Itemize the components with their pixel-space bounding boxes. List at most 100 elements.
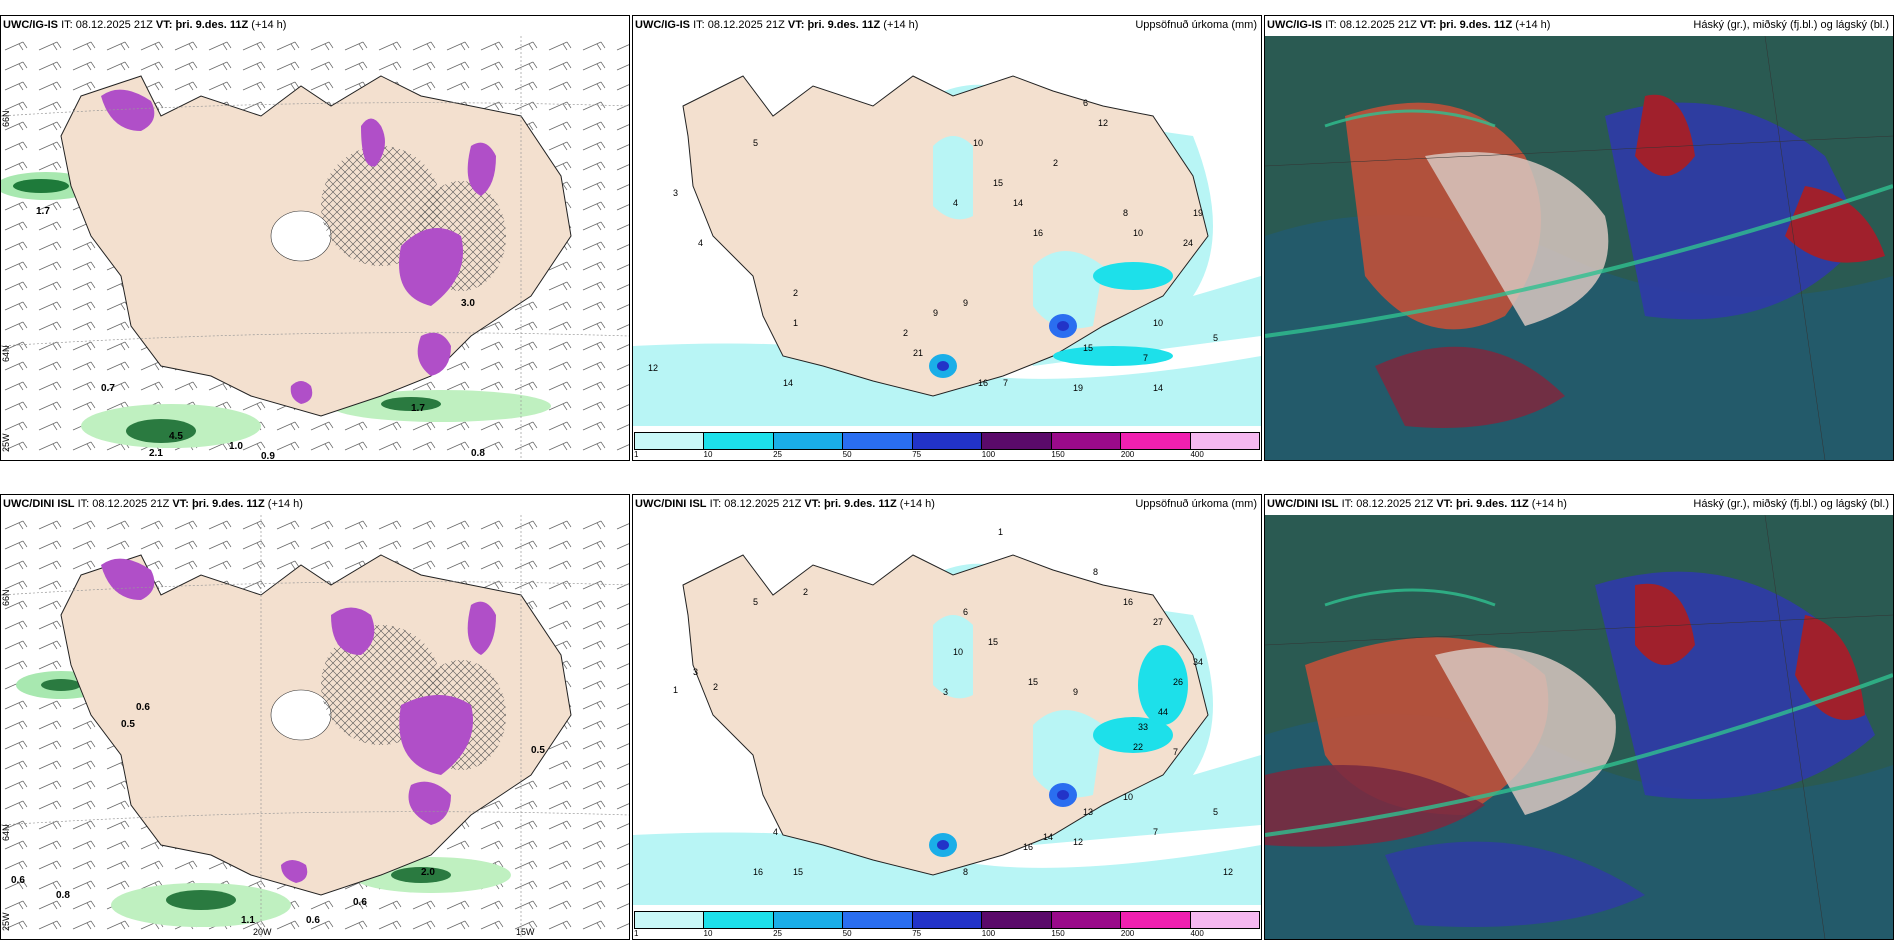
- accum-label: 24: [1183, 238, 1193, 248]
- cloud-cover-map[interactable]: [1265, 36, 1893, 460]
- colorbar-tick-label: 200: [1120, 450, 1135, 459]
- precip-value: 0.9: [261, 451, 275, 460]
- accum-label: 9: [963, 298, 968, 308]
- accum-label: 8: [1093, 567, 1098, 577]
- panel-header: UWC/IG-IS IT: 08.12.2025 21Z VT: þri. 9.…: [635, 19, 1257, 31]
- colorbar-tick-label: 10: [703, 450, 713, 459]
- accum-label: 14: [1153, 383, 1163, 393]
- accum-label: 10: [973, 138, 983, 148]
- colorbar-swatch: [1190, 912, 1259, 928]
- colorbar-swatch: [773, 433, 844, 449]
- accum-label: 14: [783, 378, 793, 388]
- accum-label: 15: [793, 867, 803, 877]
- lon-label-25: 25W: [1, 912, 11, 931]
- accum-label: 12: [648, 363, 658, 373]
- colorbar-tick-label: 1: [634, 450, 639, 459]
- colorbar-tick-label: 50: [842, 929, 852, 938]
- lat-label-66: 66N: [1, 110, 11, 127]
- precip-value: 2.0: [421, 867, 435, 878]
- colorbar-tick-label: 100: [981, 929, 996, 938]
- lat-label-64: 64N: [1, 345, 11, 362]
- accum-label: 15: [1083, 343, 1093, 353]
- accum-label: 9: [1073, 687, 1078, 697]
- accum-label: 1: [793, 318, 798, 328]
- accum-label: 5: [1213, 807, 1218, 817]
- accum-label: 7: [1173, 747, 1178, 757]
- lon-label-25: 25W: [1, 433, 11, 452]
- panel-header: UWC/DINI ISL IT: 08.12.2025 21Z VT: þri.…: [1267, 498, 1889, 510]
- precip-value: 0.8: [471, 448, 485, 459]
- accum-label: 1: [998, 527, 1003, 537]
- panel-title: Háský (gr.), miðský (fj.bl.) og lágský (…: [1693, 498, 1889, 510]
- colorbar-swatch: [1121, 433, 1191, 449]
- precip-value: 1.7: [36, 206, 50, 217]
- accum-precip-map[interactable]: 3 4 2 1 5 6 2 4 10 15 9 12 16 14 8 19 24…: [633, 36, 1261, 426]
- accum-label: 4: [953, 198, 958, 208]
- accum-label: 16: [753, 867, 763, 877]
- accum-label: 15: [1028, 677, 1038, 687]
- precip-value: 0.6: [11, 875, 25, 886]
- colorbar-swatch: [773, 912, 844, 928]
- accum-label: 4: [698, 238, 703, 248]
- colorbar-tick-label: 25: [773, 450, 783, 459]
- accum-label: 2: [713, 682, 718, 692]
- precip-value: 4.5: [169, 431, 183, 442]
- colorbar-swatch: [1051, 912, 1122, 928]
- wind-precip-map[interactable]: 66N 64N 25W 15W 0.7 4.5 1.0 2.1 0.9 0.8 …: [1, 36, 629, 460]
- accum-label: 5: [753, 138, 758, 148]
- colorbar-swatch: [912, 912, 983, 928]
- wind-precip-panel-top: UWC/IG-IS IT: 08.12.2025 21Z VT: þri. 9.…: [0, 15, 630, 461]
- cloud-cover-map[interactable]: [1265, 515, 1893, 939]
- accum-label: 16: [1023, 842, 1033, 852]
- accum-label: 19: [1073, 383, 1083, 393]
- panel-header: UWC/DINI ISL IT: 08.12.2025 21Z VT: þri.…: [635, 498, 1257, 510]
- panel-title: Uppsöfnuð úrkoma (mm): [1135, 19, 1257, 31]
- accum-label: 16: [978, 378, 988, 388]
- accum-label: 14: [1043, 832, 1053, 842]
- lon-label-20: 20W: [253, 927, 272, 937]
- accum-label: 3: [943, 687, 948, 697]
- colorbar-tick-label: 75: [912, 450, 922, 459]
- accum-label: 7: [1143, 353, 1148, 363]
- accum-label: 16: [1123, 597, 1133, 607]
- colorbar: [634, 432, 1260, 450]
- colorbar-swatch: [843, 433, 913, 449]
- accum-label: 12: [1223, 867, 1233, 877]
- precip-value: 1.0: [229, 441, 243, 452]
- colorbar-tick-label: 100: [981, 450, 996, 459]
- accum-label: 26: [1173, 677, 1183, 687]
- cloud-cover-panel-top: UWC/IG-IS IT: 08.12.2025 21Z VT: þri. 9.…: [1264, 15, 1894, 461]
- precip-value: 0.6: [306, 915, 320, 926]
- lon-label-15: 15W: [516, 927, 535, 937]
- colorbar-swatch: [982, 433, 1052, 449]
- accum-label: 16: [1033, 228, 1043, 238]
- colorbar-tick-label: 10: [703, 929, 713, 938]
- accum-label: 5: [753, 597, 758, 607]
- colorbar-tick-label: 400: [1190, 929, 1204, 938]
- accum-precip-map[interactable]: 3 2 1 5 2 6 3 10 15 8 16 27 34 26 44 9 1…: [633, 515, 1261, 905]
- accum-label: 10: [1153, 318, 1163, 328]
- accum-label: 33: [1138, 722, 1148, 732]
- wind-precip-map[interactable]: 66N 64N 25W 20W 15W 0.6 0.8 1.1 0.6 2.0 …: [1, 515, 629, 939]
- colorbar: [634, 911, 1260, 929]
- precip-value: 0.7: [101, 383, 115, 394]
- colorbar-swatch: [635, 433, 705, 449]
- colorbar-labels: 1 10 25 50 75 100 150 200 400: [634, 450, 1260, 460]
- accum-label: 8: [1123, 208, 1128, 218]
- colorbar-tick-label: 400: [1190, 450, 1204, 459]
- colorbar-labels: 1 10 25 50 75 100 150 200 400: [634, 929, 1260, 939]
- wind-precip-panel-bottom: UWC/DINI ISL IT: 08.12.2025 21Z VT: þri.…: [0, 494, 630, 940]
- colorbar-swatch: [1190, 433, 1259, 449]
- accum-label: 27: [1153, 617, 1163, 627]
- accum-precip-panel-top: UWC/IG-IS IT: 08.12.2025 21Z VT: þri. 9.…: [632, 15, 1262, 461]
- accum-label: 12: [1098, 118, 1108, 128]
- colorbar-tick-label: 150: [1051, 929, 1065, 938]
- accum-label: 19: [1193, 208, 1203, 218]
- accum-label: 6: [963, 607, 968, 617]
- accum-label: 21: [913, 348, 923, 358]
- colorbar-tick-label: 1: [634, 929, 639, 938]
- accum-label: 2: [903, 328, 908, 338]
- precip-value: 1.7: [411, 403, 425, 414]
- accum-label: 10: [1123, 792, 1133, 802]
- accum-label: 44: [1158, 707, 1168, 717]
